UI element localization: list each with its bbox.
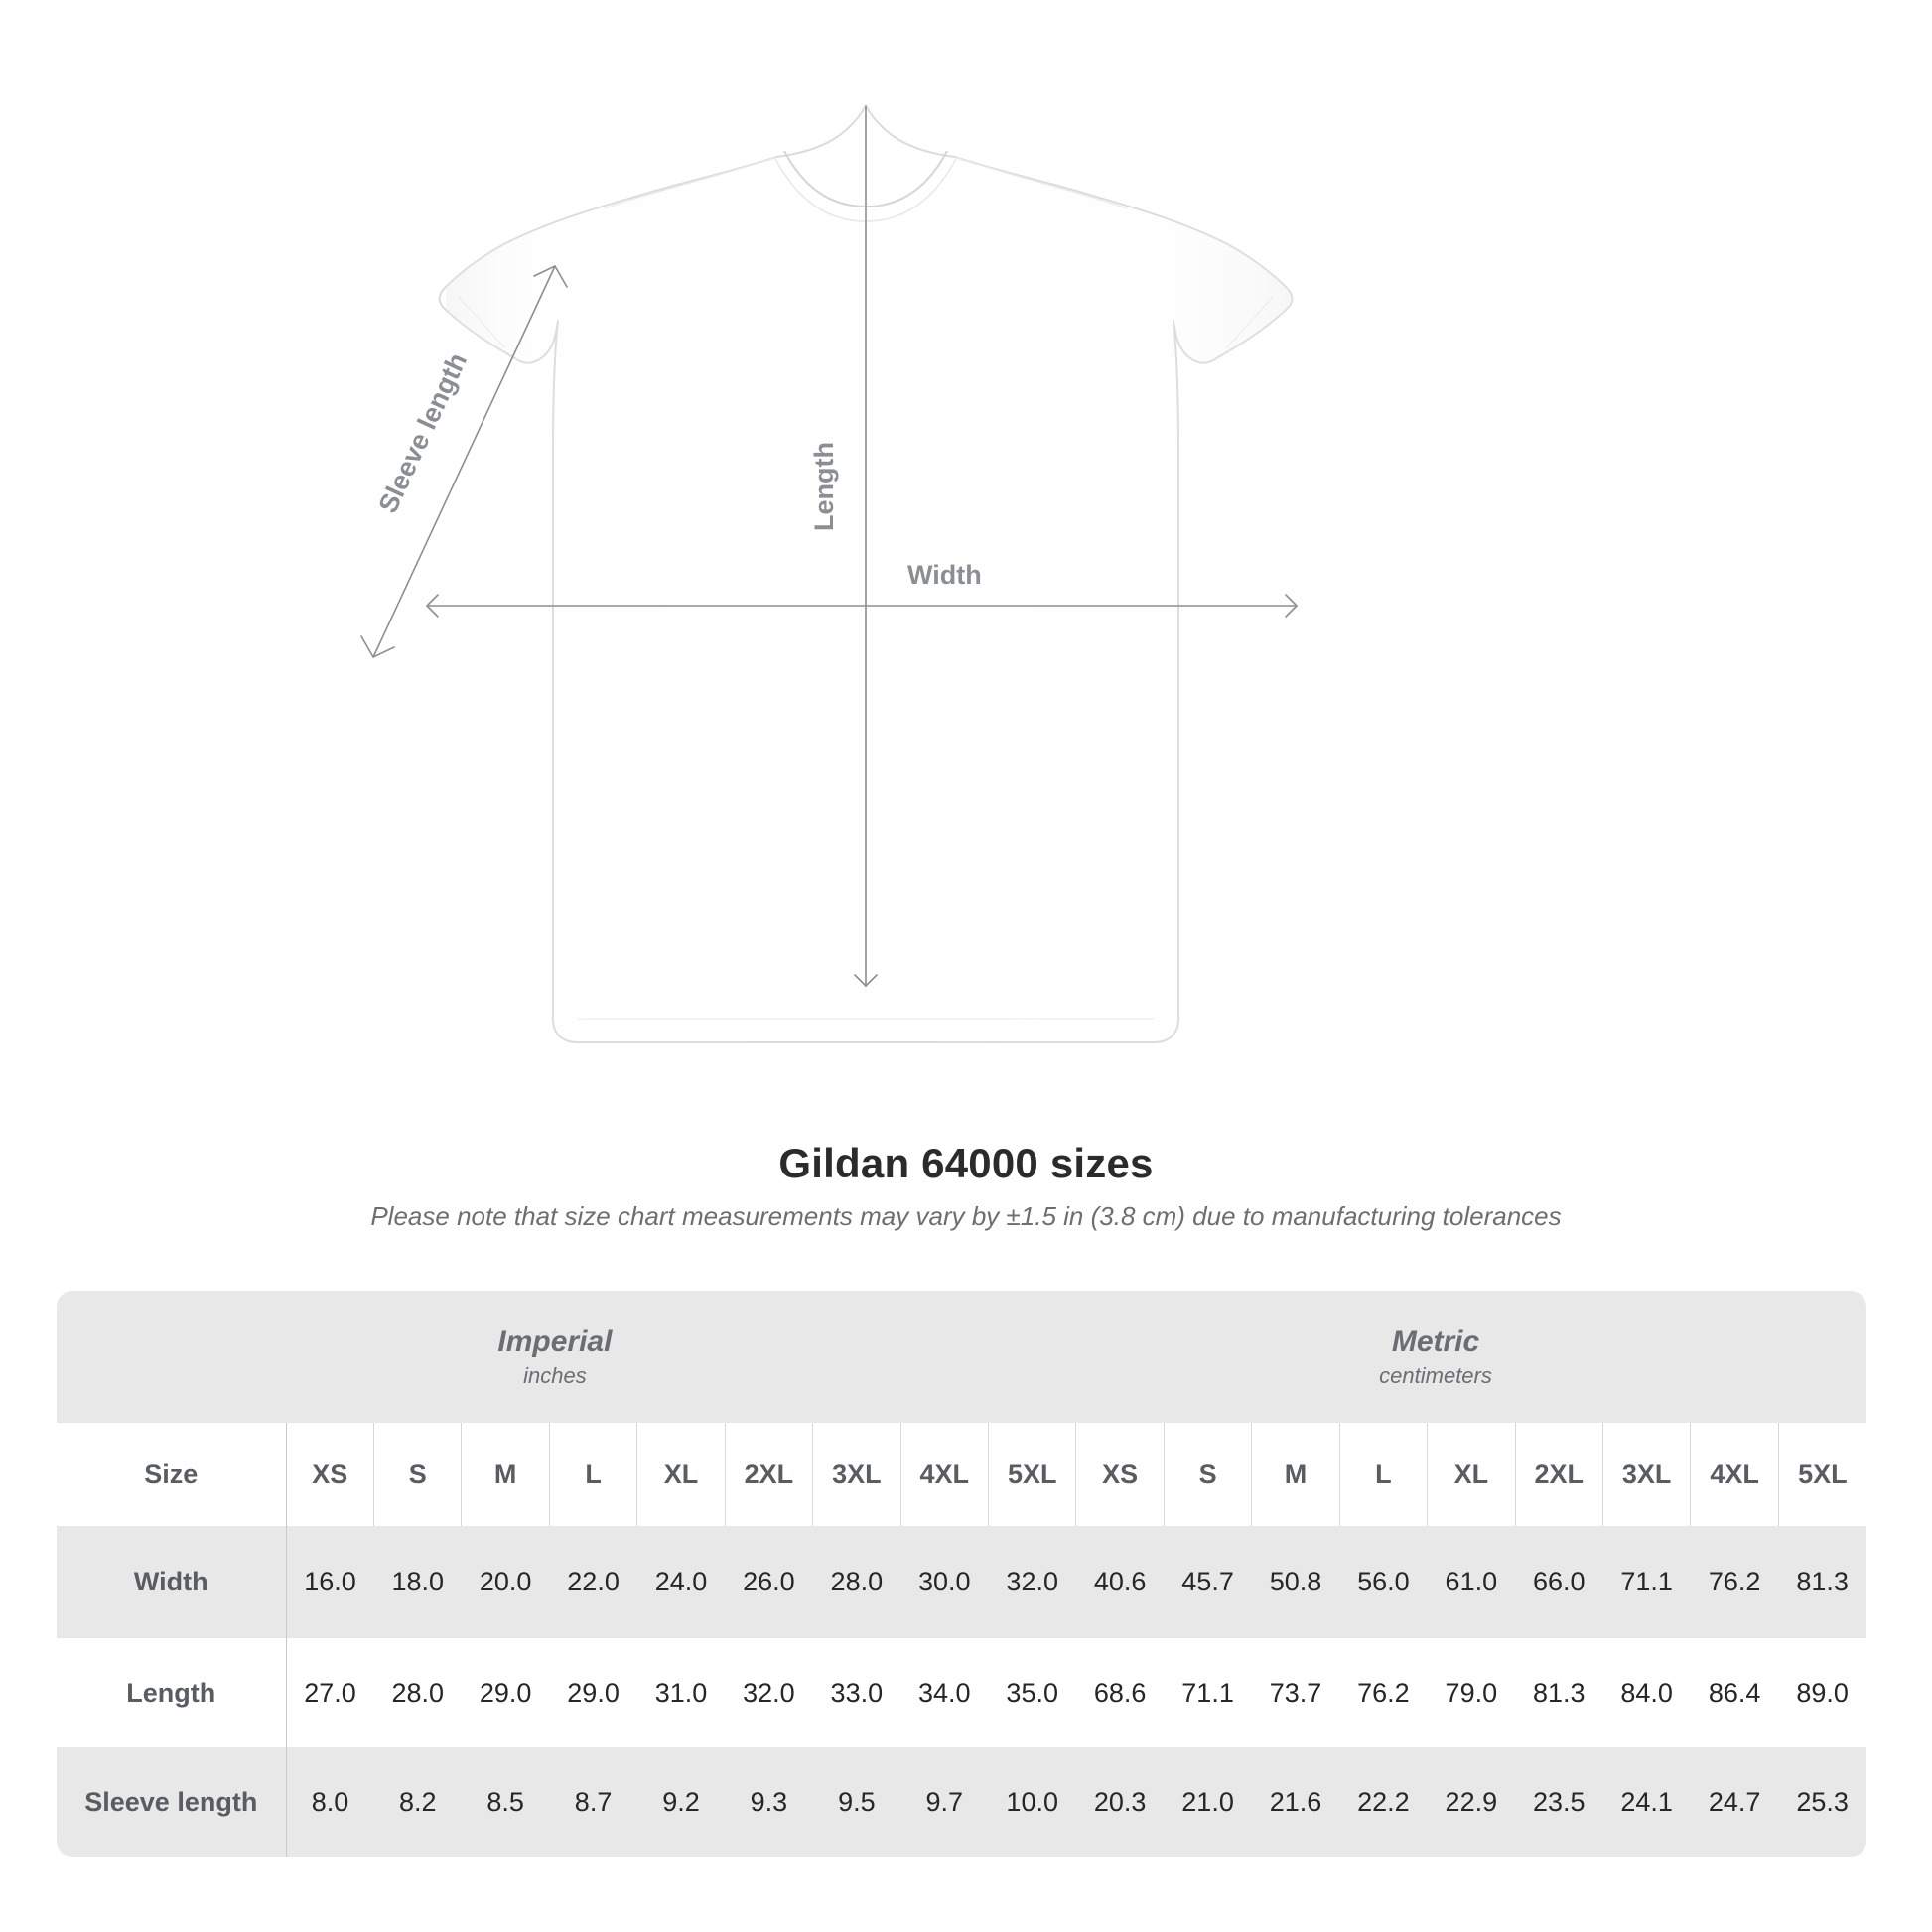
svg-text:Width: Width [907, 560, 982, 590]
svg-text:Length: Length [809, 442, 839, 531]
svg-text:Sleeve length: Sleeve length [372, 348, 473, 517]
